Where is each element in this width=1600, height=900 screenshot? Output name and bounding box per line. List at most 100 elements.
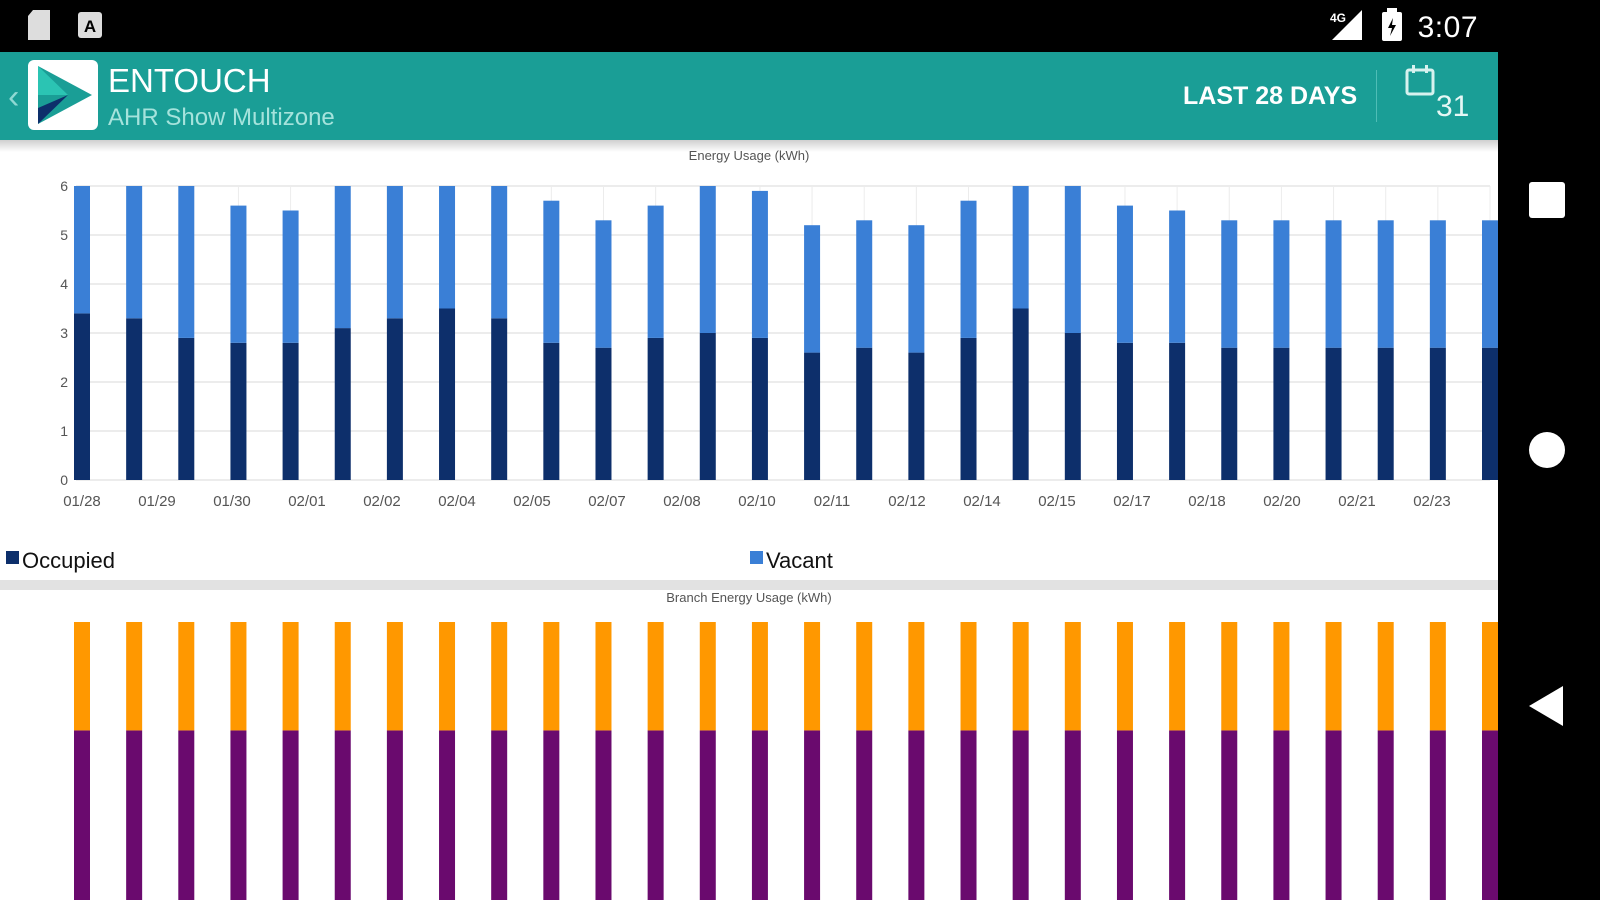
vacant-bar[interactable] (543, 200, 560, 343)
occupied-bar[interactable] (178, 337, 195, 480)
vacant-bar[interactable] (282, 210, 299, 343)
vacant-bar[interactable] (856, 220, 873, 348)
branch-bar-upper[interactable] (804, 622, 821, 731)
branch-bar-lower[interactable] (282, 730, 299, 900)
vacant-bar[interactable] (74, 186, 90, 314)
branch-bar-upper[interactable] (178, 622, 195, 731)
branch-bar-upper[interactable] (1012, 622, 1029, 731)
legend-vacant[interactable]: Vacant (750, 548, 833, 574)
branch-bar-lower[interactable] (647, 730, 664, 900)
branch-bar-lower[interactable] (1116, 730, 1133, 900)
vacant-bar[interactable] (1273, 220, 1290, 348)
branch-bar-upper[interactable] (1429, 622, 1446, 731)
branch-bar-lower[interactable] (1012, 730, 1029, 900)
vacant-bar[interactable] (1169, 210, 1186, 343)
occupied-bar[interactable] (334, 328, 351, 480)
vacant-bar[interactable] (1325, 220, 1342, 348)
occupied-bar[interactable] (386, 318, 403, 480)
branch-bar-upper[interactable] (856, 622, 873, 731)
branch-bar-lower[interactable] (908, 730, 925, 900)
branch-bar-lower[interactable] (74, 730, 90, 900)
branch-bar-upper[interactable] (1116, 622, 1133, 731)
vacant-bar[interactable] (439, 186, 456, 309)
branch-bar-lower[interactable] (386, 730, 403, 900)
vacant-bar[interactable] (126, 186, 143, 319)
branch-bar-lower[interactable] (804, 730, 821, 900)
branch-bar-lower[interactable] (751, 730, 768, 900)
occupied-bar[interactable] (1116, 342, 1133, 480)
legend-occupied[interactable]: Occupied (6, 548, 115, 574)
calendar-button[interactable]: 31 (1404, 64, 1474, 130)
vacant-bar[interactable] (1221, 220, 1238, 348)
occupied-bar[interactable] (74, 313, 90, 480)
recents-button[interactable] (1529, 182, 1565, 218)
vacant-bar[interactable] (1482, 220, 1498, 348)
branch-bar-upper[interactable] (491, 622, 508, 731)
site-subtitle[interactable]: AHR Show Multizone (108, 104, 335, 131)
branch-bar-lower[interactable] (543, 730, 560, 900)
branch-bar-lower[interactable] (1221, 730, 1238, 900)
branch-bar-upper[interactable] (74, 622, 90, 731)
branch-bar-upper[interactable] (1064, 622, 1081, 731)
branch-bar-upper[interactable] (230, 622, 247, 731)
branch-bar-lower[interactable] (1377, 730, 1394, 900)
back-button[interactable] (1529, 686, 1563, 726)
branch-bar-lower[interactable] (178, 730, 195, 900)
branch-bar-upper[interactable] (1377, 622, 1394, 731)
vacant-bar[interactable] (1116, 205, 1133, 343)
branch-bar-upper[interactable] (647, 622, 664, 731)
branch-bar-lower[interactable] (1482, 730, 1498, 900)
branch-bar-upper[interactable] (751, 622, 768, 731)
branch-bar-upper[interactable] (543, 622, 560, 731)
vacant-bar[interactable] (386, 186, 403, 319)
occupied-bar[interactable] (1429, 347, 1446, 480)
branch-bar-lower[interactable] (1325, 730, 1342, 900)
occupied-bar[interactable] (1064, 333, 1081, 480)
vacant-bar[interactable] (178, 186, 195, 338)
branch-bar-lower[interactable] (699, 730, 716, 900)
branch-bar-upper[interactable] (439, 622, 456, 731)
occupied-bar[interactable] (751, 337, 768, 480)
branch-bar-lower[interactable] (230, 730, 247, 900)
branch-bar-lower[interactable] (439, 730, 456, 900)
vacant-bar[interactable] (595, 220, 612, 348)
branch-bar-upper[interactable] (1325, 622, 1342, 731)
vacant-bar[interactable] (1012, 186, 1029, 309)
occupied-bar[interactable] (1221, 347, 1238, 480)
occupied-bar[interactable] (647, 337, 664, 480)
branch-bar-upper[interactable] (1273, 622, 1290, 731)
occupied-bar[interactable] (126, 318, 143, 480)
branch-bar-upper[interactable] (595, 622, 612, 731)
occupied-bar[interactable] (699, 333, 716, 480)
vacant-bar[interactable] (1429, 220, 1446, 348)
occupied-bar[interactable] (908, 352, 925, 480)
vacant-bar[interactable] (647, 205, 664, 338)
occupied-bar[interactable] (595, 347, 612, 480)
branch-bar-upper[interactable] (1169, 622, 1186, 731)
occupied-bar[interactable] (491, 318, 508, 480)
vacant-bar[interactable] (699, 186, 716, 333)
branch-bar-lower[interactable] (960, 730, 977, 900)
vacant-bar[interactable] (804, 225, 821, 353)
occupied-bar[interactable] (1325, 347, 1342, 480)
occupied-bar[interactable] (960, 337, 977, 480)
occupied-bar[interactable] (856, 347, 873, 480)
home-button[interactable] (1529, 432, 1565, 468)
vacant-bar[interactable] (908, 225, 925, 353)
branch-bar-upper[interactable] (386, 622, 403, 731)
branch-bar-upper[interactable] (1221, 622, 1238, 731)
occupied-bar[interactable] (439, 308, 456, 481)
app-logo[interactable] (28, 60, 98, 130)
branch-bar-lower[interactable] (1169, 730, 1186, 900)
branch-bar-upper[interactable] (334, 622, 351, 731)
branch-bar-lower[interactable] (856, 730, 873, 900)
vacant-bar[interactable] (751, 190, 768, 338)
branch-bar-lower[interactable] (1273, 730, 1290, 900)
branch-bar-lower[interactable] (1064, 730, 1081, 900)
branch-bar-upper[interactable] (126, 622, 143, 731)
vacant-bar[interactable] (230, 205, 247, 343)
branch-bar-lower[interactable] (1429, 730, 1446, 900)
occupied-bar[interactable] (1273, 347, 1290, 480)
occupied-bar[interactable] (1012, 308, 1029, 481)
branch-bar-lower[interactable] (491, 730, 508, 900)
